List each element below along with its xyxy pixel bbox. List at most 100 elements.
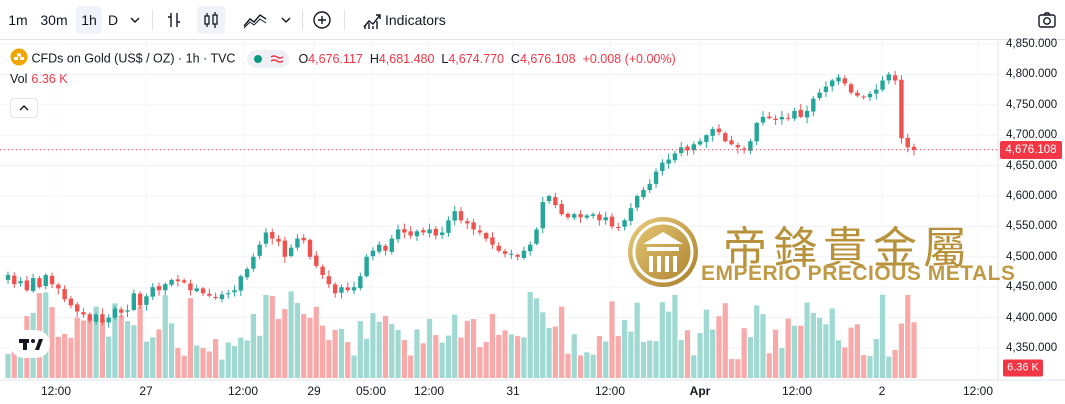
volume-bars	[5, 291, 917, 378]
interval-1h[interactable]: 1h	[76, 6, 102, 34]
indicators-icon[interactable]	[358, 6, 386, 34]
volume-bar	[634, 302, 640, 378]
price-axis[interactable]: 4,850.000 4,800.000 4,750.000 4,700.000 4,65…	[998, 38, 1065, 382]
volume-bar	[521, 337, 527, 378]
candle-body	[24, 280, 30, 291]
volume-bar	[99, 319, 105, 378]
tradingview-logo[interactable]	[10, 330, 50, 358]
candle-body	[332, 284, 338, 294]
volume-bar	[854, 324, 860, 378]
candle-body	[282, 240, 288, 257]
toolbar-divider	[302, 10, 303, 30]
camera-snapshot-icon[interactable]	[1033, 6, 1061, 34]
close-value: 4,676.108	[519, 51, 576, 66]
volume-bar	[244, 340, 250, 378]
volume-bar	[640, 341, 647, 378]
candle-body	[679, 147, 684, 153]
price-tick-label: 4,750.000	[1006, 98, 1058, 111]
market-status-pill[interactable]	[246, 49, 289, 68]
volume-bar	[666, 311, 672, 378]
candle-body	[125, 310, 130, 312]
price-tick-label: 4,400.000	[1006, 311, 1058, 324]
volume-bar	[552, 326, 558, 378]
candle-body	[597, 214, 602, 221]
volume-bar	[452, 314, 458, 378]
candle-body	[169, 279, 174, 285]
candle-body	[559, 204, 564, 215]
interval-1m[interactable]: 1m	[8, 12, 28, 28]
time-tick-label: 12:00	[413, 384, 445, 398]
candle-body	[358, 276, 363, 289]
candlesticks	[5, 70, 917, 328]
candle-body	[666, 159, 671, 164]
volume-bar	[357, 321, 363, 378]
candle-body	[836, 77, 841, 82]
candle-body	[295, 238, 300, 248]
volume-bar	[5, 353, 11, 378]
volume-bar	[741, 328, 747, 378]
volume-bar	[80, 320, 87, 378]
interval-d[interactable]: D	[107, 12, 119, 28]
indicators-button[interactable]: Indicators	[385, 12, 446, 28]
candle-body	[685, 146, 690, 151]
candle-body	[603, 217, 608, 221]
candle-body	[804, 110, 810, 118]
candle-body	[383, 245, 388, 251]
volume-bar	[766, 353, 772, 378]
volume-bar	[408, 355, 414, 378]
interval-30m[interactable]: 30m	[40, 12, 68, 28]
candle-body	[798, 109, 803, 117]
volume-bar	[338, 328, 345, 378]
candle-body	[446, 220, 451, 233]
volume-bar	[590, 354, 596, 378]
volume-bar	[728, 359, 735, 378]
volume-bar	[250, 313, 256, 378]
candle-body	[370, 250, 376, 257]
candle-body	[87, 314, 92, 321]
volume-bar	[873, 339, 879, 378]
candle-body	[565, 213, 571, 218]
interval-dropdown-chevron-icon[interactable]	[121, 6, 149, 34]
volume-bar	[87, 318, 93, 378]
candle-body	[861, 96, 866, 98]
compare-plus-icon[interactable]	[308, 6, 336, 34]
volume-bar	[370, 313, 376, 378]
candle-body	[364, 256, 369, 277]
price-tick-label: 4,800.000	[1006, 68, 1058, 81]
volume-bar	[477, 347, 483, 378]
bar-chart-icon[interactable]	[160, 6, 188, 34]
area-chart-icon[interactable]	[238, 6, 270, 34]
candle-body	[496, 245, 501, 251]
volume-bar	[200, 348, 206, 378]
volume-bar	[213, 339, 219, 378]
candle-body	[181, 280, 187, 283]
volume-bar	[785, 318, 791, 378]
collapse-legend-button[interactable]	[10, 98, 38, 118]
tradingview-logo-icon	[19, 339, 43, 350]
volume-bar	[175, 348, 181, 378]
gold-symbol-icon[interactable]	[10, 48, 28, 69]
candle-body	[540, 202, 545, 229]
candle-body	[414, 231, 420, 237]
volume-bar	[49, 307, 55, 378]
volume-bar	[225, 342, 231, 378]
candle-body	[880, 80, 885, 90]
candle-body	[483, 233, 489, 239]
toolbar-divider	[344, 10, 345, 30]
volume-bar	[187, 298, 194, 378]
candle-body	[628, 208, 634, 221]
volume-bar	[628, 331, 634, 378]
candle-body	[439, 232, 445, 236]
candle-body	[433, 228, 439, 236]
volume-bar	[389, 324, 395, 378]
change-value: +0.008 (+0.00%)	[582, 51, 676, 66]
candle-body	[697, 141, 703, 145]
candles-chart-icon[interactable]	[197, 6, 225, 34]
volume-bar	[231, 346, 238, 378]
chart-type-chevron-icon[interactable]	[272, 6, 300, 34]
volume-bar	[659, 302, 665, 378]
volume-bar	[540, 312, 546, 378]
candle-body	[263, 232, 269, 244]
symbol-title[interactable]: CFDs on Gold (US$ / OZ) · 1h · TVC	[31, 51, 236, 66]
